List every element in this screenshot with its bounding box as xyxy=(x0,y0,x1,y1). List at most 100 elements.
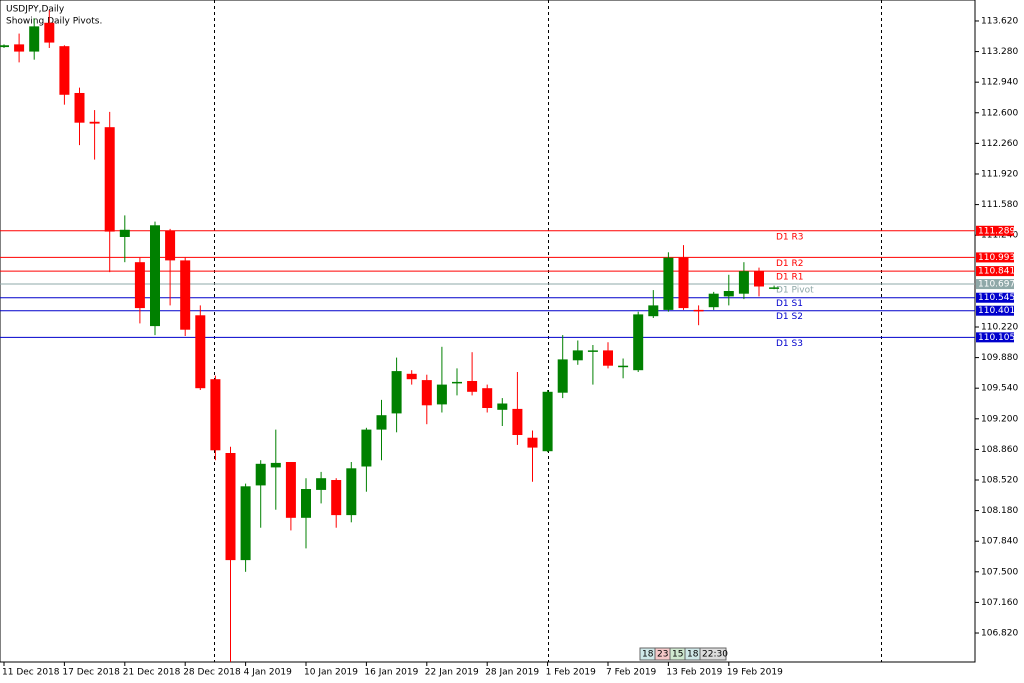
x-tick-label: 7 Feb 2019 xyxy=(606,668,657,678)
candle-body xyxy=(165,230,176,261)
clock-text: 23: xyxy=(657,650,671,660)
y-tick-label: 112.600 xyxy=(981,108,1018,118)
candle-body xyxy=(29,26,40,52)
candle-body xyxy=(587,350,598,352)
x-tick-label: 1 Feb 2019 xyxy=(546,668,597,678)
candle-body xyxy=(301,489,311,518)
candle-body xyxy=(557,359,568,393)
clock-box xyxy=(699,647,727,661)
candle-body xyxy=(74,92,85,123)
x-tick-label: 13 Feb 2019 xyxy=(666,668,722,678)
candle-body xyxy=(59,46,70,95)
candle-body xyxy=(316,478,327,490)
x-tick-label: 28 Dec 2018 xyxy=(183,668,241,678)
x-tick-label: 11 Dec 2018 xyxy=(2,668,60,678)
y-tick-label: 113.620 xyxy=(981,16,1018,26)
candle-body xyxy=(331,480,342,516)
y-tick-label: 111.580 xyxy=(981,200,1018,210)
pivot-price-box xyxy=(976,225,1014,236)
pivot-name: D1 S2 xyxy=(776,312,803,322)
candle-body xyxy=(436,384,447,405)
y-tick-label: 109.540 xyxy=(981,384,1018,394)
candle-body xyxy=(376,415,387,430)
chart-subtitle: Showing Daily Pivots. xyxy=(6,17,102,27)
candle-body xyxy=(542,391,553,452)
candle-body xyxy=(527,437,538,448)
clock-text: 18: xyxy=(642,650,656,660)
pivot-name: D1 R1 xyxy=(776,273,804,283)
candle-body xyxy=(603,350,613,366)
candle-body xyxy=(467,380,478,392)
x-tick-label: 4 Jan 2019 xyxy=(244,668,292,678)
y-tick-label: 113.280 xyxy=(981,47,1018,57)
candle-body xyxy=(648,305,659,317)
candle-body xyxy=(119,229,130,237)
x-tick-label: 19 Feb 2019 xyxy=(727,668,783,678)
pivot-price: 110.697 xyxy=(978,280,1015,290)
x-tick-label: 17 Dec 2018 xyxy=(62,668,120,678)
pivot-price: 110.105 xyxy=(978,333,1015,343)
pivot-price: 110.993 xyxy=(978,253,1015,263)
candle-body xyxy=(723,290,734,297)
pivot-price: 110.545 xyxy=(978,293,1015,303)
candle-body xyxy=(452,381,462,384)
pivot-name: D1 S1 xyxy=(776,299,803,309)
candle-body xyxy=(482,388,493,409)
y-tick-label: 108.180 xyxy=(981,506,1018,516)
y-tick-label: 110.220 xyxy=(981,322,1018,332)
candle-body xyxy=(255,463,266,486)
y-tick-label: 107.160 xyxy=(981,598,1018,608)
candle-body xyxy=(754,271,764,287)
x-tick-label: 22 Jan 2019 xyxy=(425,668,479,678)
candle-body xyxy=(195,315,206,389)
plot-frame xyxy=(0,0,976,663)
clock-text: 22:30 xyxy=(702,650,728,660)
candle-body xyxy=(270,462,281,468)
pivot-price-box xyxy=(976,332,1014,343)
candle-body xyxy=(134,262,145,309)
candle-body xyxy=(210,379,221,451)
candle-body xyxy=(693,309,704,312)
pivot-price: 111.289 xyxy=(978,226,1015,236)
candle-body xyxy=(0,45,9,48)
y-tick-label: 109.880 xyxy=(981,353,1018,363)
candle-body xyxy=(361,429,372,467)
candle-body xyxy=(738,271,749,294)
candle-body xyxy=(180,260,191,330)
candle-body xyxy=(512,408,523,436)
pivot-price-box xyxy=(976,252,1014,263)
candle-body xyxy=(769,287,780,289)
candle-body xyxy=(44,22,55,43)
candle-body xyxy=(572,350,583,361)
candle-body xyxy=(89,121,100,124)
y-tick-label: 108.860 xyxy=(981,445,1018,455)
x-tick-label: 10 Jan 2019 xyxy=(304,668,358,678)
x-tick-label: 28 Jan 2019 xyxy=(485,668,539,678)
candle-body xyxy=(240,486,251,561)
y-tick-label: 107.500 xyxy=(981,567,1018,577)
pivot-price-box xyxy=(976,305,1014,316)
candle-body xyxy=(708,293,719,308)
y-tick-label: 111.920 xyxy=(981,169,1018,179)
pivot-price-box xyxy=(976,266,1014,277)
candle-body xyxy=(150,225,160,327)
candle-body xyxy=(618,365,629,368)
candle-body xyxy=(633,314,644,371)
candle-body xyxy=(225,453,236,561)
candle-body xyxy=(421,380,432,406)
pivot-name: D1 Pivot xyxy=(776,286,814,296)
clock-text: 18: xyxy=(687,650,701,660)
pivot-name: D1 S3 xyxy=(776,339,803,349)
candle-body xyxy=(346,468,357,516)
candle-body xyxy=(285,462,296,518)
pivot-name: D1 R2 xyxy=(776,259,804,269)
pivot-name: D1 R3 xyxy=(776,232,804,242)
candle-body xyxy=(406,373,417,380)
candle-body xyxy=(391,371,402,414)
y-tick-label: 112.260 xyxy=(981,139,1018,149)
pivot-price: 110.401 xyxy=(978,306,1015,316)
pivot-price-box xyxy=(976,292,1014,303)
y-tick-label: 106.820 xyxy=(981,629,1018,639)
chart-title: USDJPY,Daily xyxy=(6,5,65,15)
